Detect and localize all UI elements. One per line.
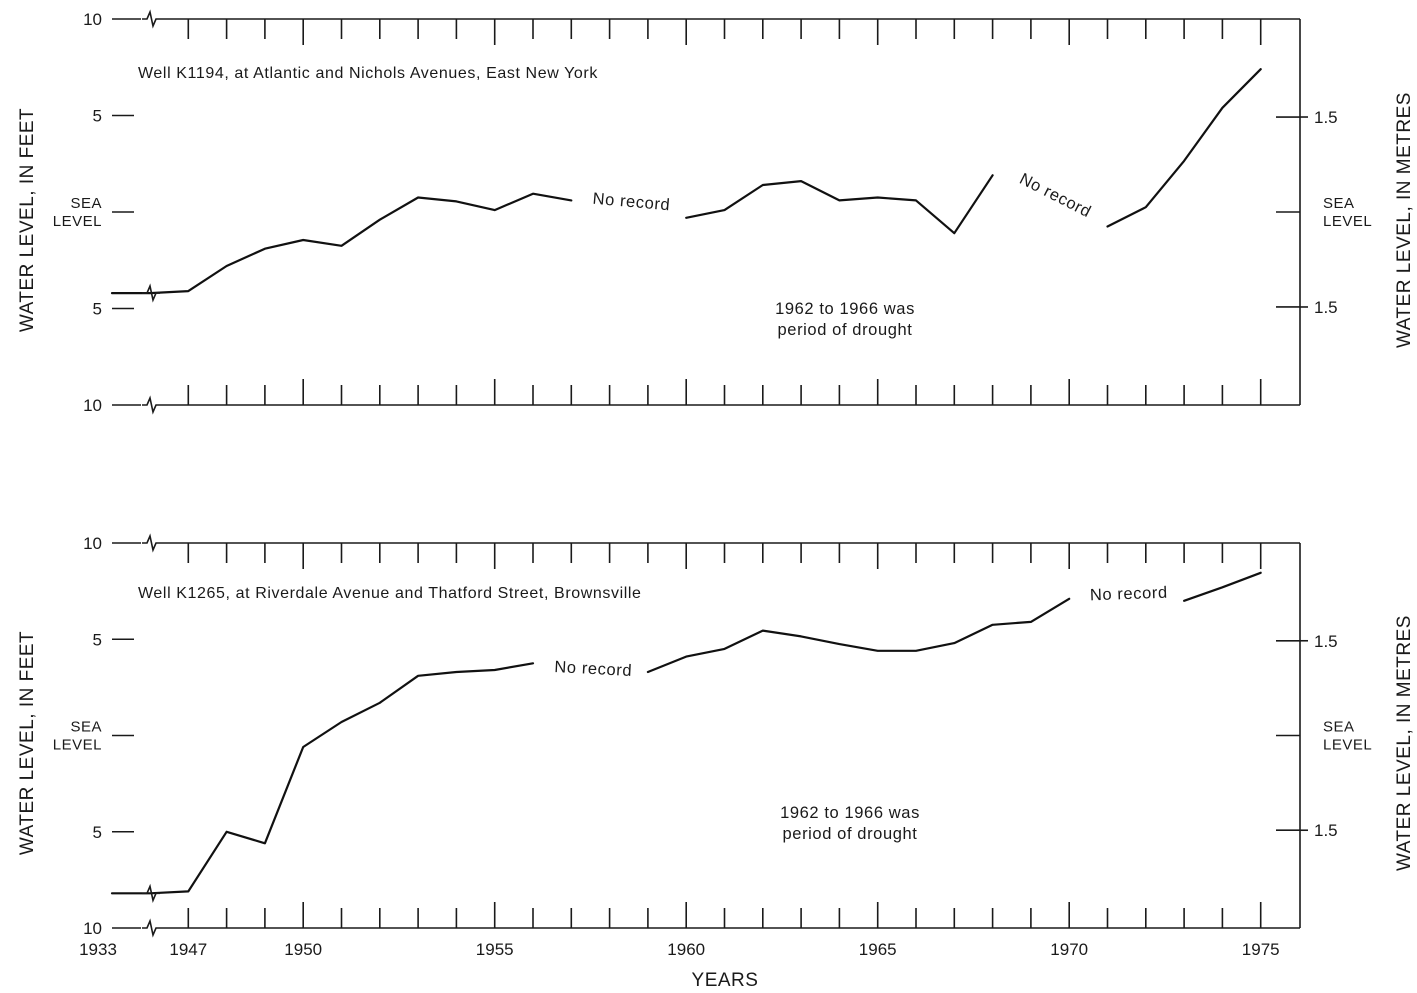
top-axis-break: [142, 533, 160, 553]
drought-annotation-line: period of drought: [783, 825, 918, 843]
y-right-tick-label-line: LEVEL: [1323, 213, 1372, 230]
no-record-label: No record: [592, 190, 671, 215]
y-right-tick-label: 1.5: [1314, 632, 1338, 651]
series-line-segment-1: [685, 174, 994, 235]
y-right-tick-label: 1.5: [1314, 298, 1338, 317]
y-left-tick-label: 5: [93, 300, 102, 319]
x-tick-label: 1947: [169, 940, 207, 959]
no-record-label: No record: [1016, 170, 1094, 221]
y-left-tick-label: SEA LEVEL: [53, 719, 102, 754]
y-axis-label-right: WATER LEVEL, IN METRES: [1394, 615, 1415, 871]
y-left-tick-label: 10: [83, 396, 102, 415]
bottom-axis-break: [142, 918, 160, 938]
y-right-tick-label: SEA LEVEL: [1323, 195, 1372, 230]
y-left-tick-label-line: SEA: [70, 719, 102, 736]
series-line-segment-1: [646, 597, 1071, 674]
x-tick-label: 1970: [1050, 940, 1088, 959]
y-axis-label-left: WATER LEVEL, IN FEET: [17, 108, 38, 332]
chart-title: Well K1265, at Riverdale Avenue and That…: [138, 585, 642, 602]
series-break: [142, 283, 160, 303]
drought-annotation: 1962 to 1966 was period of drought: [780, 804, 920, 843]
y-right-tick-label: 1.5: [1314, 108, 1338, 127]
y-left-tick-label: 5: [93, 107, 102, 126]
no-record-label: No record: [1090, 584, 1168, 605]
x-tick-label: 1933: [79, 940, 117, 959]
y-left-tick-label: 5: [93, 823, 102, 842]
x-tick-label: 1950: [284, 940, 322, 959]
x-tick-label: 1955: [476, 940, 514, 959]
x-tick-label: 1965: [859, 940, 897, 959]
x-axis-label: YEARS: [692, 970, 759, 991]
y-axis-label-right: WATER LEVEL, IN METRES: [1394, 92, 1415, 348]
y-left-tick-label-line: SEA: [70, 195, 102, 212]
no-record-label: No record: [554, 658, 633, 680]
x-tick-label: 1960: [667, 940, 705, 959]
drought-annotation: 1962 to 1966 was period of drought: [775, 300, 915, 339]
series-break: [142, 883, 160, 903]
drought-annotation-line: 1962 to 1966 was: [775, 300, 915, 318]
y-left-tick-label: 10: [83, 534, 102, 553]
drought-annotation-line: 1962 to 1966 was: [780, 804, 920, 822]
chart-title: Well K1194, at Atlantic and Nichols Aven…: [138, 65, 598, 82]
y-left-tick-label: 10: [83, 10, 102, 29]
series-line-segment-2: [1183, 571, 1262, 602]
x-tick-label: 1975: [1242, 940, 1280, 959]
bottom-axis-break: [142, 395, 160, 415]
y-left-tick-label-line: LEVEL: [53, 213, 102, 230]
y-right-tick-label-line: SEA: [1323, 195, 1355, 212]
top-axis-break: [142, 9, 160, 29]
y-left-tick-label: 10: [83, 919, 102, 938]
y-left-tick-label: SEA LEVEL: [53, 195, 102, 230]
y-right-tick-label: SEA LEVEL: [1323, 719, 1372, 754]
y-right-tick-label: 1.5: [1314, 821, 1338, 840]
y-right-tick-label-line: SEA: [1323, 719, 1355, 736]
y-axis-label-left: WATER LEVEL, IN FEET: [17, 631, 38, 855]
y-left-tick-label: 5: [93, 630, 102, 649]
series-line-segment-2: [1106, 68, 1262, 228]
series-line-segment-0: [110, 192, 573, 295]
y-left-tick-label-line: LEVEL: [53, 737, 102, 754]
series-line-segment-0: [110, 662, 535, 895]
drought-annotation-line: period of drought: [778, 321, 913, 339]
y-right-tick-label-line: LEVEL: [1323, 737, 1372, 754]
